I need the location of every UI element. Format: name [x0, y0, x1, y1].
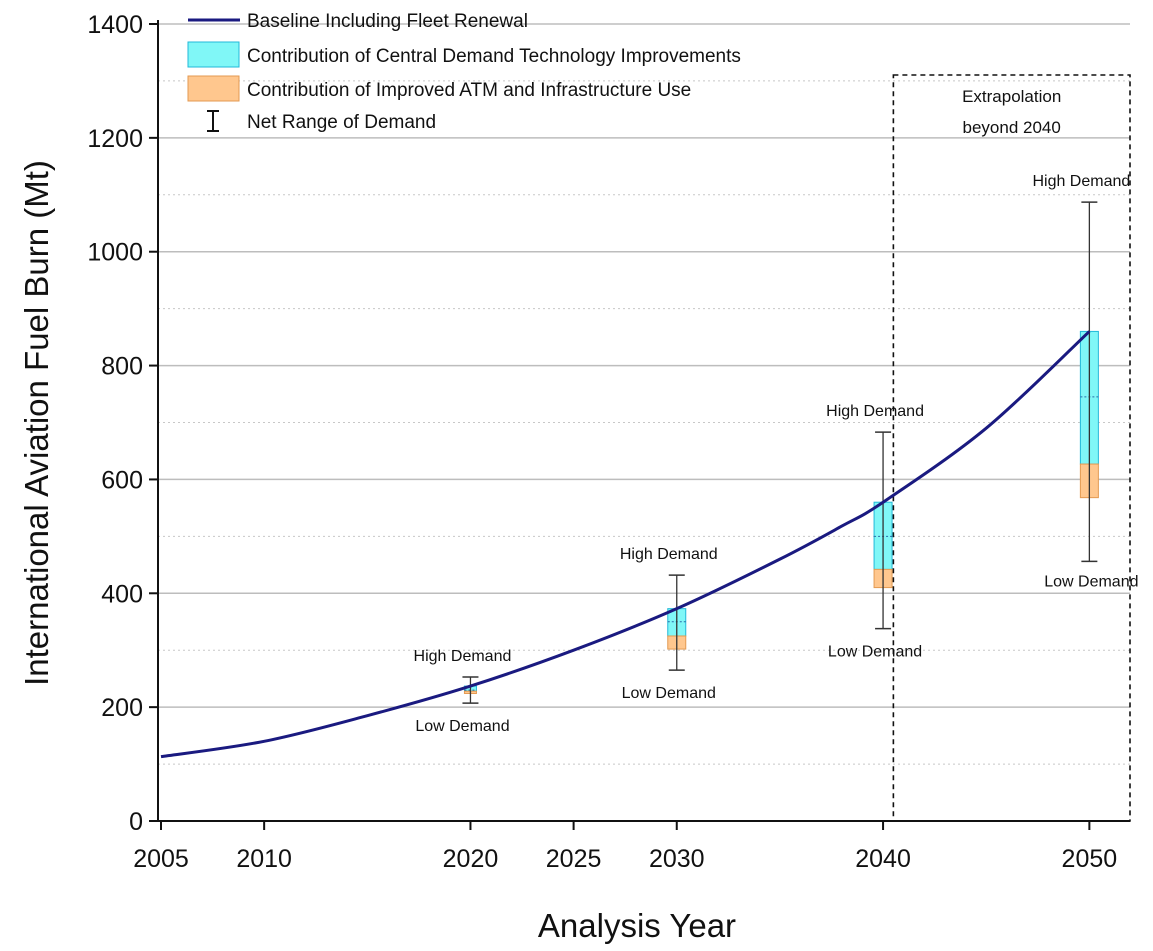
grid-lines: [158, 23, 1130, 765]
x-tick-label: 2005: [133, 845, 189, 873]
extrapolation-label-line1: Extrapolation: [962, 87, 1061, 106]
y-tick-label: 1000: [87, 239, 143, 267]
high-demand-label: High Demand: [414, 648, 512, 665]
x-tick-label: 2050: [1062, 845, 1118, 873]
legend-box-swatch: [187, 75, 240, 102]
y-tick-label: 1400: [87, 11, 143, 39]
high-demand-label: High Demand: [1032, 173, 1130, 190]
low-demand-label: Low Demand: [828, 644, 922, 661]
legend-label: Contribution of Improved ATM and Infrast…: [247, 80, 691, 101]
y-tick-label: 400: [101, 580, 143, 608]
low-demand-label: Low Demand: [415, 718, 509, 735]
legend-label: Baseline Including Fleet Renewal: [247, 11, 528, 32]
legend: Baseline Including Fleet Renewal Contribu…: [187, 11, 741, 133]
low-demand-label: Low Demand: [1044, 573, 1138, 590]
y-axis-title: International Aviation Fuel Burn (Mt): [18, 160, 55, 686]
high-demand-label: High Demand: [620, 546, 718, 563]
y-tick-label: 800: [101, 353, 143, 381]
demand-bars: High Demand Low Demand High Demand Low Dema…: [414, 173, 1139, 735]
low-demand-label: Low Demand: [622, 685, 716, 702]
y-tick-label: 0: [129, 808, 143, 836]
axes: 0 200 400 600 800 1000 1200 1400 2005 2010 2020 202…: [87, 11, 1130, 873]
high-demand-label: High Demand: [826, 403, 924, 420]
legend-label: Contribution of Central Demand Technolog…: [247, 46, 741, 67]
y-tick-label: 600: [101, 466, 143, 494]
x-tick-label: 2030: [649, 845, 705, 873]
legend-box-swatch: [187, 41, 240, 68]
y-tick-label: 1200: [87, 125, 143, 153]
x-tick-label: 2020: [443, 845, 499, 873]
x-tick-label: 2010: [236, 845, 292, 873]
baseline-series-line: [160, 330, 1091, 759]
legend-label: Net Range of Demand: [247, 112, 436, 133]
x-axis-title: Analysis Year: [538, 907, 736, 944]
extrapolation-label-line2: beyond 2040: [963, 118, 1061, 137]
x-tick-label: 2025: [546, 845, 602, 873]
x-tick-label: 2040: [855, 845, 911, 873]
y-tick-label: 200: [101, 694, 143, 722]
